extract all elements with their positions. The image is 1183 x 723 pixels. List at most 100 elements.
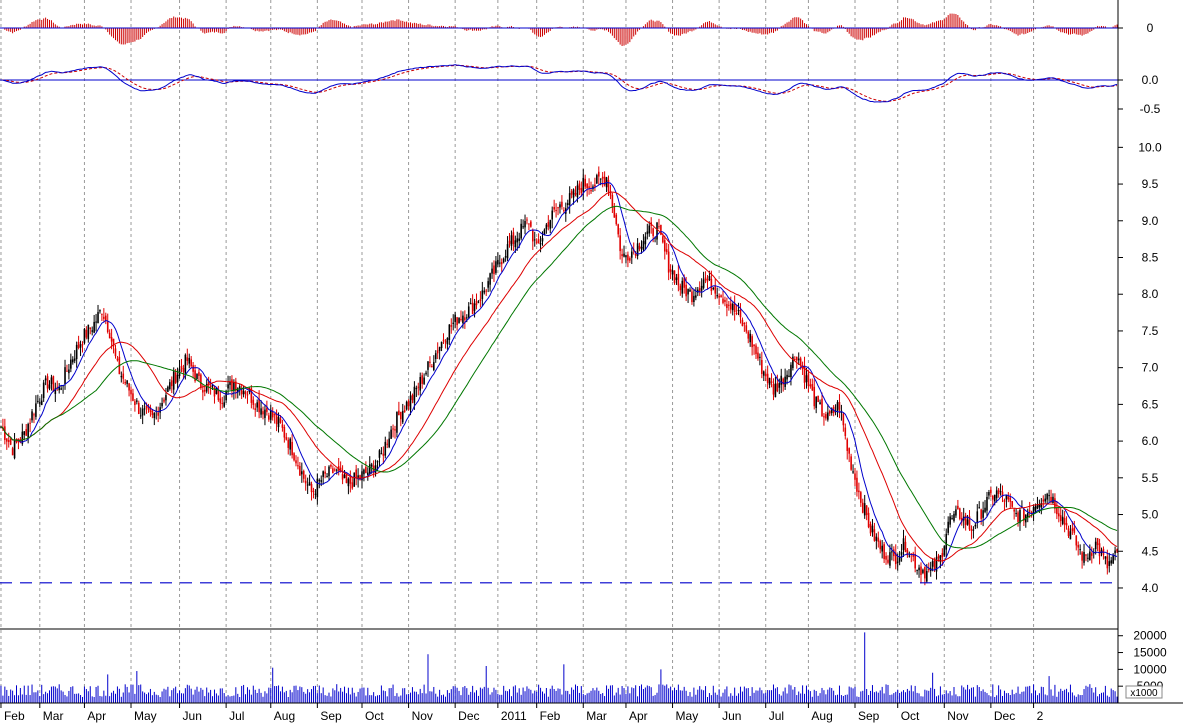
candle-body xyxy=(522,226,524,228)
candle-body xyxy=(238,386,241,389)
candle-body xyxy=(1042,499,1045,502)
candle-body xyxy=(786,374,788,380)
candle-body xyxy=(615,214,618,225)
candle-body xyxy=(770,381,773,383)
candle-body xyxy=(984,507,986,512)
candle-body xyxy=(792,356,794,369)
candle-body xyxy=(636,243,639,256)
candle-body xyxy=(413,386,416,403)
candle-body xyxy=(1112,555,1114,564)
candle-body xyxy=(202,390,204,393)
candle-body xyxy=(728,304,730,306)
candle-body xyxy=(1050,496,1052,503)
candle-body xyxy=(860,492,862,503)
candle-body xyxy=(469,303,472,305)
candle-body xyxy=(852,471,854,473)
candle-body xyxy=(497,259,499,265)
candle-body xyxy=(112,338,115,347)
candle-body xyxy=(454,314,456,322)
moving-average-line-50 xyxy=(0,205,1118,549)
candle-body xyxy=(124,381,126,384)
candle-body xyxy=(629,258,631,261)
x-tick-label: May xyxy=(676,709,699,723)
vertical-gridlines xyxy=(0,0,1035,703)
candle-body xyxy=(695,295,697,298)
candle-body xyxy=(357,475,359,480)
candle-body xyxy=(46,376,49,389)
candle-body xyxy=(87,324,90,340)
candle-body xyxy=(1094,541,1097,550)
candle-body xyxy=(277,417,280,428)
candle-body xyxy=(640,247,643,249)
candle-body xyxy=(95,321,97,323)
candle-body xyxy=(1026,513,1029,518)
candle-body xyxy=(460,318,462,320)
candle-body xyxy=(188,357,191,364)
candle-body xyxy=(1056,507,1058,515)
candle-body xyxy=(217,389,220,400)
candle-body xyxy=(656,222,658,240)
price-tick-label: 6.5 xyxy=(1142,397,1159,411)
candle-body xyxy=(846,439,849,451)
x-tick-label: Jul xyxy=(229,709,244,723)
price-tick-label: 7.0 xyxy=(1142,361,1159,375)
candle-body xyxy=(762,371,765,376)
candle-body xyxy=(561,201,563,207)
candle-body xyxy=(301,471,303,475)
candle-body xyxy=(42,382,45,399)
candle-body xyxy=(223,402,225,407)
candle-body xyxy=(137,402,140,414)
candle-body xyxy=(1087,557,1089,559)
candle-body xyxy=(889,552,891,566)
candle-body xyxy=(848,448,850,454)
candle-body xyxy=(586,183,588,189)
candle-body xyxy=(13,439,16,459)
candle-body xyxy=(285,437,288,440)
candle-body xyxy=(116,358,119,361)
candle-body xyxy=(1065,523,1068,526)
candle-body xyxy=(603,176,606,186)
candle-body xyxy=(601,176,604,179)
candle-body xyxy=(33,414,35,416)
candle-body xyxy=(660,224,662,235)
candle-body xyxy=(794,358,796,360)
candle-body xyxy=(995,490,998,499)
candle-body xyxy=(947,521,949,533)
candle-body xyxy=(625,255,627,258)
candle-body xyxy=(726,304,728,308)
candle-body xyxy=(751,336,753,348)
x-tick-label: Dec xyxy=(994,709,1015,723)
candle-body xyxy=(75,344,78,360)
candle-body xyxy=(502,258,505,263)
candle-body xyxy=(262,411,264,415)
candle-body xyxy=(599,178,602,180)
candle-body xyxy=(706,279,709,282)
candle-body xyxy=(1032,506,1035,514)
oscillator-tick-label: 0.0 xyxy=(1142,73,1159,87)
candle-body xyxy=(815,396,817,409)
candle-body xyxy=(209,385,212,388)
candle-body xyxy=(902,538,905,550)
candle-body xyxy=(489,273,491,285)
candle-body xyxy=(1011,501,1014,507)
candle-body xyxy=(77,341,80,349)
candle-body xyxy=(999,491,1002,493)
candle-body xyxy=(341,473,344,480)
candle-body xyxy=(687,288,689,295)
candle-body xyxy=(25,429,28,436)
macd-tick-label: 0 xyxy=(1147,21,1154,35)
candle-body xyxy=(648,225,651,234)
candle-body xyxy=(423,377,425,384)
candle-body xyxy=(172,371,175,390)
candle-body xyxy=(180,366,183,369)
candle-body xyxy=(844,427,847,436)
candle-body xyxy=(611,195,614,208)
candle-body xyxy=(524,220,526,228)
candle-body xyxy=(279,418,282,423)
candle-body xyxy=(652,228,654,236)
candle-body xyxy=(97,312,99,324)
candle-body xyxy=(993,494,996,502)
x-tick-label: Apr xyxy=(87,709,106,723)
candle-body xyxy=(89,327,92,329)
candle-body xyxy=(479,299,482,302)
